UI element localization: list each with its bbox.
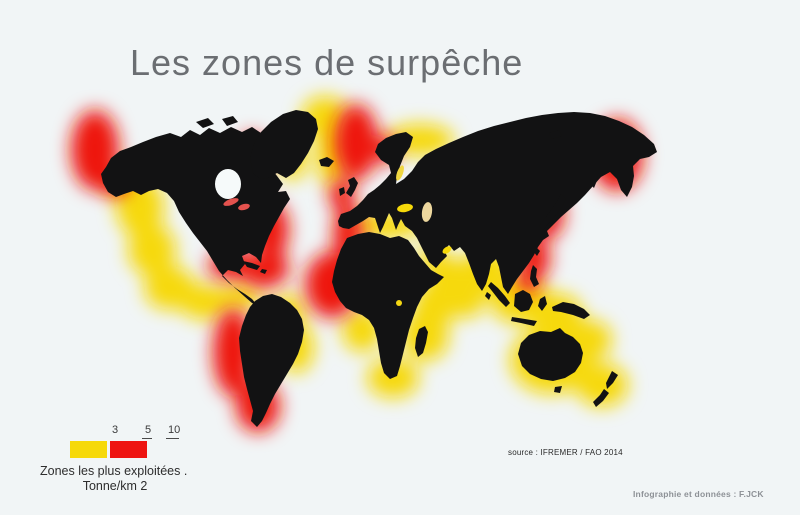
continent-eurasia: [338, 112, 657, 294]
continent-greenland: [250, 110, 318, 179]
zone-uk-west: [329, 179, 355, 211]
zone-persian-gulf: [442, 246, 452, 254]
zone-south-africa-coast: [367, 358, 419, 398]
source-text: source : IFREMER / FAO 2014: [508, 448, 623, 457]
continent-africa: [332, 232, 444, 379]
zone-caribbean-sea: [245, 266, 281, 288]
inland-waters: [215, 165, 452, 306]
legend-caption-line2: Tonne/km 2: [82, 479, 148, 493]
continent-australia: [518, 328, 583, 381]
legend-tick-5: 5: [145, 424, 152, 436]
zone-hudson-bay: [215, 169, 241, 199]
zone-great-lakes-east: [238, 203, 250, 211]
zone-lake-victoria: [396, 300, 402, 306]
legend-swatch-yellow: [70, 441, 107, 458]
legend-tick-mark-5: [142, 438, 152, 439]
legend-tick-10: 10: [168, 424, 181, 436]
legend-caption: Zones les plus exploitées . Tonne/km 2: [40, 464, 210, 494]
zone-caspian-sea: [421, 202, 433, 222]
zone-central-america-west: [179, 284, 231, 320]
page-title: Les zones de surpêche: [130, 42, 524, 83]
legend-caption-line1: Zones les plus exploitées .: [40, 464, 188, 478]
zone-california-coast: [128, 224, 176, 276]
legend-swatch-red: [110, 441, 147, 458]
zone-black-sea: [397, 203, 413, 213]
zone-baltic-sea: [396, 165, 404, 181]
zone-north-atlantic: [334, 104, 378, 180]
legend: 3 5 10 Zones les plus exploitées . Tonne…: [40, 424, 240, 509]
credit-text: Infographie et données : F.JCK: [633, 489, 764, 499]
zone-great-lakes-west: [223, 198, 239, 206]
continent-south-america: [239, 294, 304, 427]
zone-south-india: [445, 282, 485, 318]
legend-tick-3: 3: [112, 424, 119, 436]
legend-tick-mark-10: [166, 438, 179, 439]
zone-caribbean-south: [218, 283, 262, 311]
land-silhouette: [101, 110, 657, 427]
continent-north-america: [101, 127, 290, 305]
